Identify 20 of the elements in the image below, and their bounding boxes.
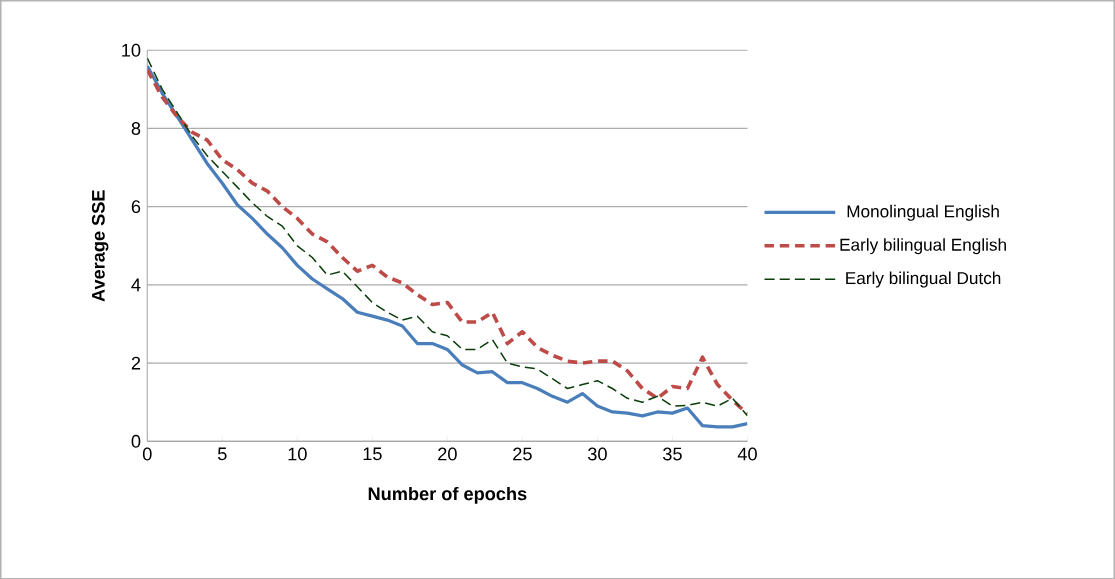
y-axis-title: Average SSE	[91, 190, 109, 302]
y-tick-label: 6	[131, 200, 141, 213]
x-tick-label: 30	[587, 447, 607, 461]
y-tick-label: 0	[131, 434, 141, 448]
x-tick-label: 15	[363, 447, 382, 461]
x-tick-label: 10	[288, 447, 307, 461]
y-tick-label: 4	[131, 278, 141, 291]
y-tick-label: 8	[131, 121, 141, 135]
x-tick-label: 5	[217, 447, 227, 461]
y-tick-label: 2	[131, 356, 141, 370]
legend-label: Monolingual English	[847, 204, 999, 221]
x-tick-label: 35	[663, 447, 682, 461]
legend-label: Early bilingual English	[840, 237, 1006, 254]
x-tick-label: 40	[737, 447, 757, 461]
x-axis-title: Number of epochs	[368, 486, 527, 504]
y-tick-label: 10	[122, 43, 141, 57]
x-tick-label: 0	[142, 447, 152, 461]
x-tick-label: 20	[438, 447, 457, 461]
legend-label: Early bilingual Dutch	[846, 271, 1001, 288]
x-tick-label: 25	[513, 447, 532, 461]
